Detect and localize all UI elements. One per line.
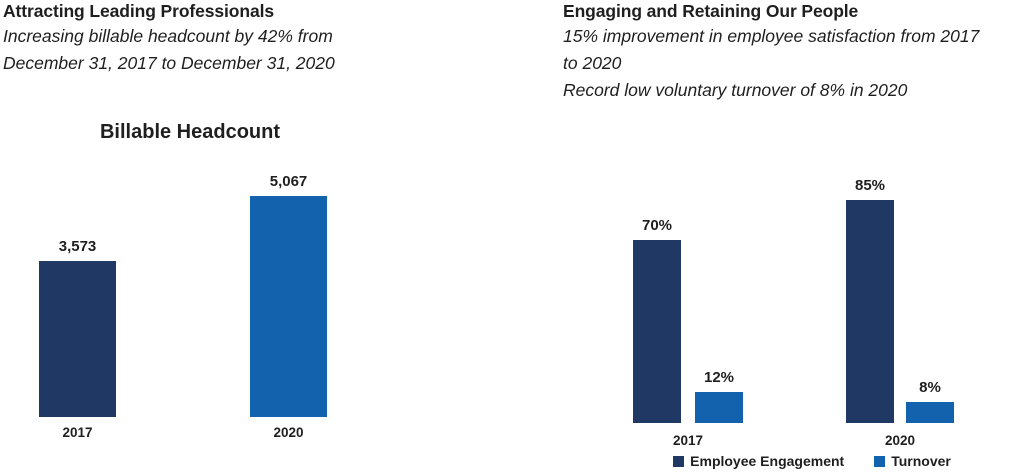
bar-turnover-2020: 8%	[906, 379, 954, 423]
left-axis-label-2020: 2020	[273, 425, 304, 440]
left-subtitle-line-1: Increasing billable headcount by 42% fro…	[3, 26, 333, 46]
bar-headcount-2020-data-label: 5,067	[269, 173, 308, 190]
bar-turnover-2020-data-label: 8%	[919, 379, 941, 396]
legend-item-employee-engagement: Employee Engagement	[673, 453, 844, 469]
bar-headcount-2017-data-label: 3,573	[58, 238, 97, 255]
engagement-turnover-chart: 70% 12% 85% 8% 2017 2020	[590, 160, 1034, 450]
right-axis-label-2020: 2020	[884, 433, 916, 448]
bar-turnover-2017: 12%	[695, 369, 743, 423]
turnover-swatch-icon	[874, 455, 886, 467]
bar-headcount-2020: 5,067	[250, 173, 327, 417]
legend-label-turnover: Turnover	[891, 453, 951, 469]
right-axis-label-2017: 2017	[672, 433, 704, 448]
right-section-heading: Engaging and Retaining Our People	[563, 1, 859, 21]
employee-engagement-swatch-icon	[673, 455, 685, 467]
left-section-header: Attracting Leading Professionals Increas…	[3, 0, 433, 77]
left-section-heading: Attracting Leading Professionals	[3, 1, 275, 21]
bar-engagement-2017-data-label: 70%	[641, 217, 673, 234]
bar-engagement-2017: 70%	[633, 217, 681, 423]
right-subtitle-line-2: to 2020	[563, 53, 622, 73]
bar-engagement-2020-data-label: 85%	[854, 177, 886, 194]
legend-item-turnover: Turnover	[874, 453, 951, 469]
right-section-header: Engaging and Retaining Our People 15% im…	[563, 0, 1034, 104]
right-subtitle-line-1: 15% improvement in employee satisfaction…	[563, 26, 980, 46]
chart-legend: Employee Engagement Turnover	[590, 453, 1034, 469]
right-subtitle-line-3: Record low voluntary turnover of 8% in 2…	[563, 80, 908, 100]
bar-headcount-2017: 3,573	[39, 238, 116, 417]
legend-label-employee-engagement: Employee Engagement	[690, 453, 845, 469]
bar-turnover-2017-data-label: 12%	[703, 369, 735, 386]
billable-headcount-chart-title: Billable Headcount	[99, 121, 281, 143]
bar-engagement-2020: 85%	[846, 177, 894, 423]
left-subtitle-line-2: December 31, 2017 to December 31, 2020	[3, 53, 335, 73]
billable-headcount-chart: 3,573 5,067 2017 2020	[0, 140, 420, 440]
left-axis-label-2017: 2017	[62, 425, 93, 440]
